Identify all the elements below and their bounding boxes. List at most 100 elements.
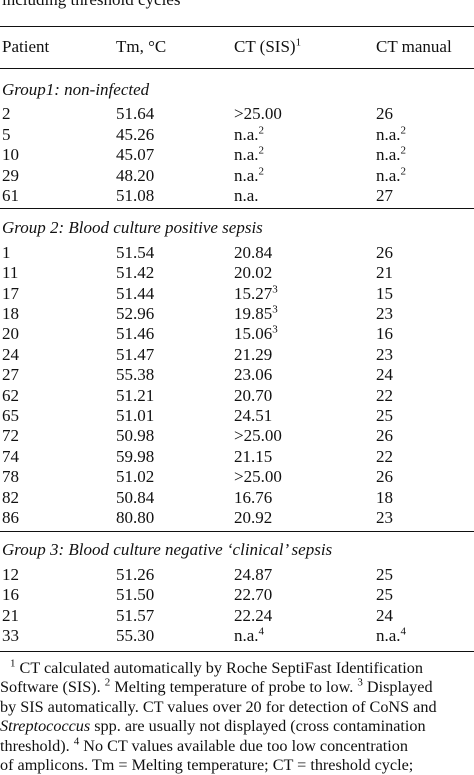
group-label: Group 2: Blood culture positive sepsis (2, 218, 263, 238)
table-row: 82 50.84 16.76 18 (0, 488, 474, 508)
table-row: 65 51.01 24.51 25 (0, 406, 474, 426)
ct-manual-value: 21 (376, 263, 393, 283)
footnote-text: of amplicons. Tm = Melting temperature; … (0, 756, 414, 775)
ct-sis-cell: 23.06 (234, 365, 376, 385)
ct-sis-value: n.a. (234, 186, 259, 206)
patient-cell: 24 (2, 344, 19, 364)
ct-manual-value: 18 (376, 487, 393, 507)
patient-cell: 20 (2, 324, 19, 344)
patient-cell: 72 (2, 426, 19, 446)
ct-sis-value: 23.06 (234, 365, 273, 385)
tm-cell: 51.21 (116, 385, 155, 405)
tm-cell: 45.26 (116, 124, 155, 144)
footnote-text: No CT values available due too low conce… (79, 736, 408, 755)
table-row: 17 51.44 15.273 15 (0, 283, 474, 304)
patient-cell: 82 (2, 487, 19, 507)
ct-manual-value: n.a. (376, 165, 401, 185)
table-row: 21 51.57 22.24 24 (0, 606, 474, 626)
patient-cell: 27 (2, 365, 19, 385)
footnote-marker: 3 (272, 323, 278, 336)
ct-sis-value: n.a. (234, 124, 259, 144)
ct-manual-value: 23 (376, 344, 393, 364)
patient-cell: 2 (2, 104, 11, 124)
patient-cell: 10 (2, 145, 19, 165)
header-tm: Tm, °C (116, 37, 167, 56)
ct-sis-value: 21.15 (234, 446, 273, 466)
ct-manual-value: n.a. (376, 145, 401, 165)
patient-cell: 1 (2, 242, 11, 262)
patient-cell: 17 (2, 283, 19, 303)
tm-cell: 51.42 (116, 263, 155, 283)
ct-sis-value: >25.00 (234, 467, 282, 487)
ct-sis-cell: n.a.2 (234, 125, 376, 145)
footnote-marker: 4 (400, 625, 407, 638)
header-ct-manual: CT manual (376, 37, 452, 56)
table-rule (0, 651, 474, 652)
ct-sis-value: 16.76 (234, 487, 273, 507)
tm-cell: 51.57 (116, 605, 155, 625)
ct-manual-cell: 15 (376, 284, 474, 304)
tm-cell: 51.01 (116, 406, 155, 426)
table-row: 29 48.20 n.a.2 n.a.2 (0, 164, 474, 186)
ct-manual-value: 26 (376, 104, 393, 124)
footnote-line: Software (SIS). 2 Melting temperature of… (0, 678, 474, 697)
table-row: 72 50.98 >25.00 26 (0, 426, 474, 446)
footnote-marker: 2 (400, 164, 407, 177)
patient-cell: 16 (2, 585, 19, 605)
ct-sis-cell: 20.84 (234, 243, 376, 263)
ct-manual-value: 26 (376, 467, 393, 487)
ct-manual-cell: 22 (376, 386, 474, 406)
footnote-marker: 4 (73, 735, 80, 748)
ct-sis-cell: 22.70 (234, 585, 376, 605)
patient-cell: 78 (2, 467, 19, 487)
tm-cell: 51.54 (116, 242, 155, 262)
patient-cell: 29 (2, 165, 19, 185)
tm-cell: 51.02 (116, 467, 155, 487)
ct-sis-cell: 15.273 (234, 283, 376, 304)
ct-sis-cell: 16.76 (234, 488, 376, 508)
ct-sis-value: 19.85 (234, 304, 273, 324)
header-row: Patient Tm, °C CT (SIS)1 CT manual (0, 26, 474, 68)
ct-sis-cell: 22.24 (234, 606, 376, 626)
table-row: 27 55.38 23.06 24 (0, 365, 474, 385)
group-header-row: Group 2: Blood culture positive sepsis (0, 206, 474, 242)
ct-sis-cell: 21.15 (234, 447, 376, 467)
footnotes: 1 CT calculated automatically by Roche S… (0, 658, 474, 775)
ct-manual-value: 16 (376, 324, 393, 344)
ct-manual-cell: 18 (376, 488, 474, 508)
footnote-text: by SIS automatically. CT values over 20 … (0, 697, 437, 716)
table-row: 74 59.98 21.15 22 (0, 447, 474, 467)
ct-sis-cell: 24.87 (234, 565, 376, 585)
footnote-marker: 2 (400, 124, 407, 137)
footnote-marker: 2 (258, 144, 265, 157)
ct-manual-value: 25 (376, 585, 393, 605)
ct-manual-value: 27 (376, 186, 393, 206)
patient-cell: 11 (2, 263, 19, 283)
footnote-line: threshold). 4 No CT values available due… (0, 735, 474, 756)
table-row: 62 51.21 20.70 22 (0, 386, 474, 406)
group-label: Group 3: Blood culture negative ‘clinica… (2, 540, 333, 560)
tm-cell: 59.98 (116, 446, 155, 466)
footnote-line: by SIS automatically. CT values over 20 … (0, 698, 474, 717)
ct-manual-value: 24 (376, 605, 393, 625)
ct-manual-value: 15 (376, 283, 393, 303)
tm-cell: 51.64 (116, 104, 155, 124)
ct-sis-value: 15.06 (234, 324, 273, 344)
group-header-row: Group 3: Blood culture negative ‘clinica… (0, 529, 474, 565)
ct-manual-cell: 23 (376, 508, 474, 528)
footnote-marker: 3 (272, 303, 278, 316)
ct-manual-cell: 16 (376, 324, 474, 344)
ct-sis-cell: 24.51 (234, 406, 376, 426)
table-row: 16 51.50 22.70 25 (0, 585, 474, 605)
tm-cell: 51.26 (116, 564, 155, 584)
table-rule (0, 68, 474, 69)
ct-manual-cell: 22 (376, 447, 474, 467)
footnote-text: Displayed (362, 678, 433, 697)
ct-sis-value: 20.84 (234, 242, 273, 262)
ct-sis-value: 20.02 (234, 263, 273, 283)
table-caption: including threshold cycles (0, 0, 180, 10)
header-ct-sis: CT (SIS)1 (234, 26, 376, 68)
ct-manual-value: 23 (376, 508, 393, 528)
table-row: 2 51.64 >25.00 26 (0, 104, 474, 124)
table-row: 11 51.42 20.02 21 (0, 263, 474, 283)
